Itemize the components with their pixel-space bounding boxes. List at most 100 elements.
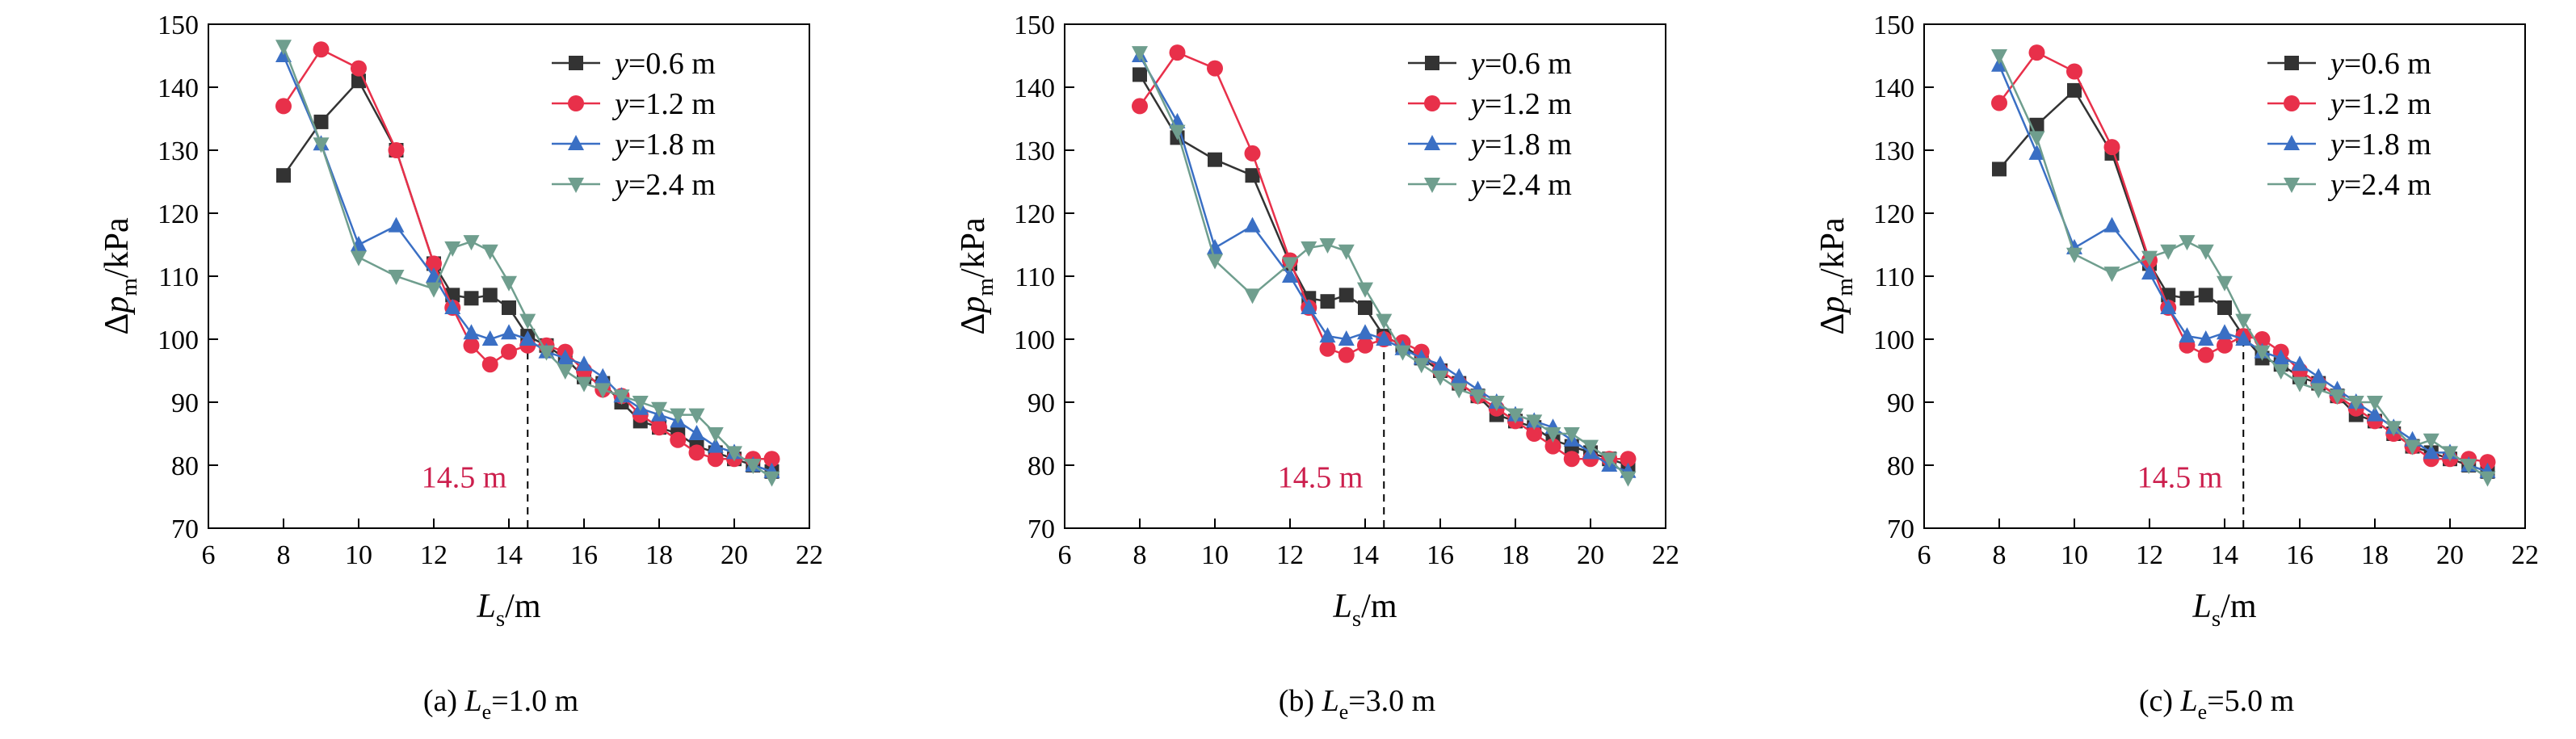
- x-tick-label: 10: [345, 540, 372, 570]
- data-point: [651, 401, 667, 418]
- data-point: [2028, 131, 2045, 147]
- data-point: [1319, 340, 1336, 357]
- legend: y=0.6 m y=1.2 m y=1.8 m y=2.4 m: [1408, 47, 1572, 202]
- y-tick-label: 140: [1873, 73, 1914, 103]
- data-point: [1338, 346, 1355, 363]
- x-tick-label: 20: [2436, 540, 2464, 570]
- data-point: [2272, 364, 2289, 380]
- data-point: [388, 270, 405, 285]
- x-axis-title: Ls/m: [477, 588, 541, 632]
- data-point: [1301, 299, 1317, 314]
- legend-marker: [569, 56, 583, 70]
- data-point: [1582, 439, 1599, 456]
- data-point: [1169, 44, 1186, 61]
- data-point: [2197, 330, 2214, 346]
- data-point: [2197, 346, 2214, 363]
- y-tick-label: 130: [1014, 136, 1055, 166]
- data-point: [2254, 345, 2271, 361]
- data-point: [2460, 459, 2477, 474]
- data-point: [1620, 471, 1637, 487]
- x-tick-label: 16: [1427, 540, 1454, 570]
- legend-label: y=1.2 m: [2327, 87, 2431, 121]
- legend-marker: [2284, 178, 2300, 193]
- data-point: [2028, 144, 2045, 160]
- data-point: [763, 471, 780, 487]
- data-point: [1563, 427, 1580, 443]
- data-point: [426, 282, 442, 298]
- data-point: [1394, 345, 1411, 361]
- data-point: [2179, 327, 2196, 343]
- legend-label: y=1.8 m: [611, 128, 716, 162]
- data-point: [1338, 244, 1355, 260]
- data-point: [670, 431, 687, 448]
- data-point: [444, 241, 461, 257]
- data-point: [1133, 67, 1147, 82]
- series-4: [1991, 49, 2496, 487]
- annotation-label: 14.5 m: [422, 460, 507, 494]
- data-point: [2272, 349, 2289, 365]
- data-point: [1207, 254, 1223, 270]
- data-point: [481, 330, 498, 346]
- data-point: [688, 444, 705, 461]
- data-point: [1244, 216, 1261, 233]
- legend-label: y=1.2 m: [611, 87, 716, 121]
- y-tick-label: 70: [1887, 514, 1914, 544]
- legend-marker: [1424, 135, 1440, 150]
- chart-panel-2: 6 8 10 12 14 16 18 20 22 70 80 90 100 110 120 130 140 150…: [955, 10, 1679, 724]
- data-point: [2103, 139, 2120, 156]
- data-point: [707, 427, 724, 443]
- data-point: [595, 383, 611, 399]
- y-tick-label: 110: [1874, 262, 1914, 292]
- data-point: [444, 299, 461, 314]
- x-tick-label: 6: [1918, 540, 1931, 570]
- data-point: [388, 142, 405, 158]
- data-point: [1357, 324, 1373, 340]
- data-point: [1991, 94, 2007, 111]
- x-tick-label: 20: [1577, 540, 1604, 570]
- data-point: [313, 137, 330, 153]
- x-tick-label: 10: [2061, 540, 2088, 570]
- data-point: [1620, 451, 1637, 468]
- x-tick-label: 22: [796, 540, 823, 570]
- legend-marker: [2284, 135, 2300, 150]
- legend-marker: [568, 95, 584, 111]
- y-tick-label: 80: [171, 451, 199, 481]
- data-point: [1432, 355, 1448, 372]
- legend-label: y=2.4 m: [611, 168, 716, 202]
- data-point: [1432, 370, 1448, 386]
- x-tick-label: 14: [2211, 540, 2238, 570]
- data-point: [2160, 299, 2177, 314]
- x-tick-label: 10: [1201, 540, 1229, 570]
- data-point: [2066, 63, 2082, 80]
- data-point: [501, 275, 517, 292]
- x-tick-label: 8: [1993, 540, 2007, 570]
- x-tick-label: 18: [645, 540, 673, 570]
- data-point: [481, 244, 498, 260]
- data-point: [1207, 238, 1223, 254]
- x-tick-label: 16: [570, 540, 598, 570]
- data-point: [464, 291, 479, 306]
- x-tick-label: 8: [1133, 540, 1147, 570]
- data-point: [2347, 396, 2364, 411]
- data-point: [1526, 426, 1543, 442]
- data-point: [2217, 275, 2233, 292]
- y-tick-label: 150: [1873, 10, 1914, 40]
- annotation-label: 14.5 m: [1278, 460, 1364, 494]
- y-tick-label: 100: [1873, 325, 1914, 355]
- x-tick-label: 14: [495, 540, 523, 570]
- y-tick-label: 120: [1014, 199, 1055, 229]
- data-point: [2141, 250, 2158, 267]
- data-point: [2103, 267, 2120, 283]
- series-4: [1132, 46, 1637, 487]
- y-tick-label: 110: [158, 262, 199, 292]
- x-tick-label: 16: [2286, 540, 2313, 570]
- data-point: [1338, 330, 1355, 346]
- legend-label: y=0.6 m: [2327, 47, 2431, 81]
- x-tick-label: 6: [202, 540, 216, 570]
- data-point: [707, 451, 724, 468]
- data-point: [595, 367, 611, 384]
- data-point: [1282, 257, 1298, 273]
- panel-caption: (b) Le=3.0 m: [1279, 684, 1436, 724]
- data-point: [688, 408, 705, 424]
